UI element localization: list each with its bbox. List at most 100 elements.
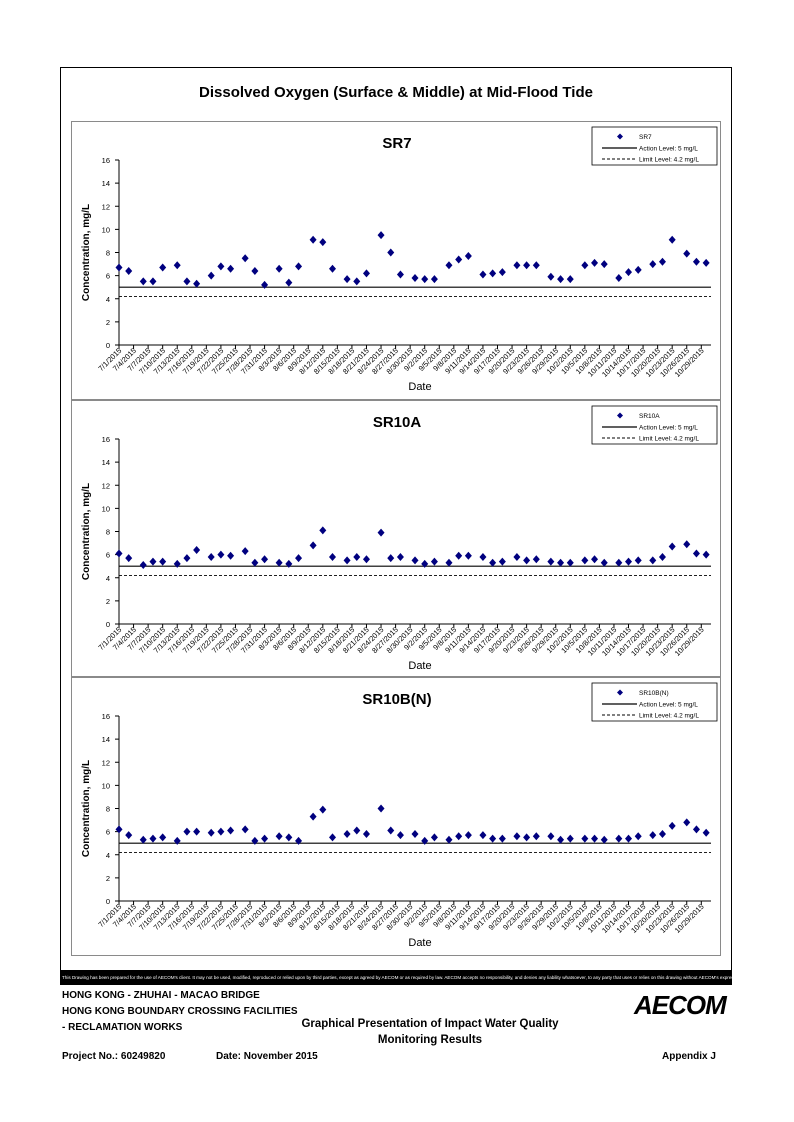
data-point: [251, 558, 259, 567]
x-axis-label: Date: [408, 660, 431, 672]
data-point: [353, 826, 361, 835]
data-point: [634, 832, 642, 841]
data-point: [498, 268, 506, 277]
data-point: [411, 829, 419, 838]
legend-marker-swatch: [617, 412, 623, 419]
x-axis-label: Date: [408, 381, 431, 393]
data-point: [532, 555, 540, 564]
chart-panel-sr10a: SR10A 0 2 4 6 8 10 12 14 16 7/1/2015 7/4/2015 7/7/20…: [71, 400, 721, 677]
data-point: [498, 834, 506, 843]
data-point: [445, 261, 453, 270]
aecom-logo: AECOM: [634, 990, 727, 1020]
data-point: [523, 556, 531, 565]
legend-limit-label: Limit Level: 4.2 mg/L: [639, 157, 699, 164]
legend-series-label: SR10A: [639, 413, 660, 420]
legend-marker-swatch: [617, 133, 623, 140]
y-tick-label: 8: [106, 528, 110, 537]
data-point: [634, 265, 642, 274]
data-point: [275, 832, 283, 841]
data-point: [591, 258, 599, 267]
data-point: [343, 556, 351, 565]
data-point: [329, 264, 337, 273]
data-point: [275, 558, 283, 567]
project-number: Project No.: 60249820: [62, 1051, 166, 1062]
legend-series-label: SR7: [639, 134, 652, 141]
data-point: [532, 832, 540, 841]
data-point: [557, 275, 565, 284]
legend-action-label: Action Level: 5 mg/L: [639, 702, 698, 709]
data-point: [319, 238, 327, 247]
data-point: [547, 557, 555, 566]
data-point: [455, 255, 463, 264]
page-title: Dissolved Oxygen (Surface & Middle) at M…: [199, 84, 593, 101]
data-point: [125, 554, 133, 563]
data-point: [566, 558, 574, 567]
chart-title: SR7: [382, 135, 411, 152]
y-tick-label: 2: [106, 318, 110, 327]
y-tick-label: 4: [106, 851, 110, 860]
data-point: [377, 528, 385, 537]
data-point: [634, 556, 642, 565]
x-axis-label: Date: [408, 937, 431, 949]
data-point: [139, 277, 147, 286]
data-point: [159, 833, 167, 842]
y-tick-label: 10: [102, 504, 110, 513]
legend-limit-label: Limit Level: 4.2 mg/L: [639, 436, 699, 443]
data-point: [309, 235, 317, 244]
disclaimer-bar: This Drawing has been prepared for the u…: [60, 971, 732, 985]
legend-action-label: Action Level: 5 mg/L: [639, 425, 698, 432]
y-tick-label: 0: [106, 341, 110, 350]
y-tick-label: 4: [106, 295, 110, 304]
data-point: [445, 835, 453, 844]
data-point: [557, 835, 565, 844]
data-point: [329, 552, 337, 561]
data-point: [479, 552, 487, 561]
data-point: [513, 261, 521, 270]
data-point: [207, 271, 215, 280]
footer-line-2: HONG KONG BOUNDARY CROSSING FACILITIES: [62, 1006, 298, 1017]
data-point: [125, 831, 133, 840]
y-tick-label: 6: [106, 828, 110, 837]
footer-line-3: - RECLAMATION WORKS: [62, 1022, 183, 1033]
data-point: [159, 263, 167, 272]
data-point: [227, 264, 235, 273]
data-point: [115, 825, 123, 834]
data-point: [658, 829, 666, 838]
data-point: [261, 555, 269, 564]
chart-sr7: SR702468101214167/1/20157/4/20157/7/2015…: [81, 126, 718, 393]
data-point: [581, 834, 589, 843]
data-point: [600, 260, 608, 269]
y-tick-label: 8: [106, 805, 110, 814]
data-point: [387, 554, 395, 563]
data-point: [615, 273, 623, 282]
data-point: [387, 248, 395, 257]
data-point: [207, 552, 215, 561]
data-point: [658, 257, 666, 266]
data-point: [591, 555, 599, 564]
data-point: [498, 557, 506, 566]
data-point: [396, 270, 404, 279]
data-point: [683, 540, 691, 549]
data-point: [702, 550, 710, 559]
data-point: [295, 836, 303, 845]
data-point: [227, 826, 235, 835]
data-point: [464, 251, 472, 260]
data-point: [319, 526, 327, 535]
y-tick-label: 10: [102, 781, 110, 790]
data-point: [702, 258, 710, 267]
data-point: [430, 833, 438, 842]
data-point: [309, 541, 317, 550]
legend-action-label: Action Level: 5 mg/L: [639, 146, 698, 153]
data-point: [566, 275, 574, 284]
data-point: [387, 826, 395, 835]
data-point: [692, 549, 700, 558]
legend-marker-swatch: [617, 689, 623, 696]
data-point: [532, 261, 540, 270]
data-point: [396, 831, 404, 840]
data-point: [479, 270, 487, 279]
data-point: [489, 269, 497, 278]
data-point: [275, 264, 283, 273]
data-point: [658, 552, 666, 561]
data-point: [251, 836, 259, 845]
chart-panel-sr7: SR7 0 2 4 6 8 10 12 14 16 7/1/2015 7/4/2015 7/7/2015…: [71, 121, 721, 400]
